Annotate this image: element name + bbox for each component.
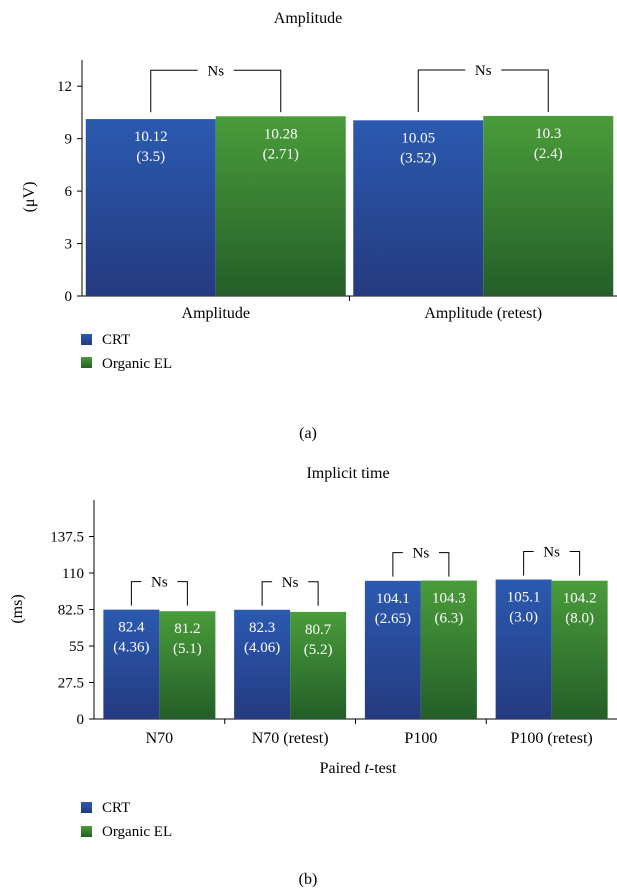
legend-label-organic-el: Organic EL [102, 824, 172, 840]
data-label: 10.05 [401, 130, 435, 146]
significance-bracket [392, 552, 403, 577]
data-label: 10.3 [535, 126, 561, 142]
bar-crt [85, 119, 216, 297]
significance-bracket [501, 69, 549, 112]
significance-bracket [150, 69, 198, 113]
y-tick-label: 110 [62, 566, 84, 582]
sd-label: (3.0) [509, 610, 538, 626]
bar-crt [103, 609, 160, 719]
y-axis-label: (ms) [9, 594, 26, 623]
bar-organic-el [483, 115, 614, 297]
significance-label: Ns [151, 575, 168, 591]
bar-organic-el [159, 611, 216, 719]
sd-label: (2.71) [263, 146, 299, 162]
bar-crt [495, 579, 552, 719]
data-label: 10.28 [264, 126, 298, 142]
bar-group: 82.4 (4.36) 81.2 (5.1) 82.3 (4.06) 80.7 (5.2) 10… [103, 579, 608, 719]
chart-title: Implicit time [306, 465, 389, 482]
bar-crt [364, 580, 421, 719]
sd-label: (4.06) [244, 640, 280, 656]
y-tick-label: 27.5 [58, 676, 84, 692]
chart-title: Amplitude [274, 10, 342, 27]
panel-label: (b) [299, 871, 318, 888]
x-axis: Amplitude Amplitude (retest) [182, 296, 542, 322]
significance-bracket [569, 551, 581, 576]
significance-bracket [308, 581, 319, 606]
legend: CRT Organic EL [81, 332, 172, 372]
significance-brackets: Ns Ns Ns Ns [130, 545, 581, 606]
y-tick-label: 3 [65, 237, 73, 253]
significance-label: Ns [207, 63, 224, 79]
bar-organic-el [215, 116, 346, 296]
bar-organic-el [290, 611, 347, 719]
significance-bracket [523, 551, 534, 576]
x-tick-label: N70 [146, 730, 174, 747]
data-label: 104.2 [563, 591, 597, 607]
data-label: 81.2 [174, 621, 200, 637]
x-axis-label: Paired t-test [320, 760, 397, 777]
y-tick-label: 0 [77, 712, 85, 728]
significance-bracket [130, 581, 142, 606]
bar-crt [353, 120, 484, 296]
significance-bracket [177, 581, 188, 606]
legend-swatch-organic-el [81, 357, 92, 368]
bar-crt [234, 609, 291, 719]
legend: CRT Organic EL [81, 800, 172, 840]
significance-brackets: Ns Ns [150, 63, 549, 113]
sd-label: (5.1) [173, 641, 202, 657]
bar-group: 10.12 (3.5) 10.28 (2.71) 10.05 (3.52) 10.3 (2.4… [85, 115, 614, 297]
y-tick-label: 137.5 [50, 530, 84, 546]
significance-bracket [417, 69, 466, 112]
implicit-time-chart: Implicit time (ms) 0 27.5 55 82.5 110 137.5 8… [9, 465, 617, 888]
data-label: 82.4 [118, 620, 145, 636]
x-tick-label: P100 [404, 730, 437, 747]
significance-bracket [261, 581, 273, 606]
sd-label: (2.4) [534, 146, 563, 162]
data-label: 80.7 [305, 622, 332, 638]
bar-organic-el [420, 580, 477, 719]
x-tick-label: N70 (retest) [252, 730, 329, 747]
amplitude-chart: Amplitude (μV) 0 3 6 9 12 10.12 (3.5) 10.28 (2.… [21, 10, 617, 442]
y-tick-label: 55 [69, 639, 84, 655]
significance-label: Ns [543, 545, 560, 561]
x-tick-label: P100 (retest) [511, 730, 593, 747]
legend-label-organic-el: Organic EL [102, 356, 172, 372]
sd-label: (3.52) [400, 150, 436, 166]
sd-label: (4.36) [113, 640, 149, 656]
panel-label: (a) [299, 425, 317, 442]
y-tick-label: 9 [65, 132, 73, 148]
x-axis: N70 N70 (retest) P100 P100 (retest) [146, 719, 593, 747]
y-tick-label: 6 [65, 184, 73, 200]
bar-organic-el [551, 580, 608, 719]
data-label: 104.1 [376, 591, 410, 607]
legend-swatch-crt [81, 802, 92, 813]
significance-bracket [438, 552, 450, 577]
significance-label: Ns [282, 575, 299, 591]
legend-swatch-organic-el [81, 826, 92, 837]
sd-label: (5.2) [304, 642, 333, 658]
legend-label-crt: CRT [102, 800, 130, 816]
legend-label-crt: CRT [102, 332, 130, 348]
sd-label: (3.5) [136, 149, 165, 165]
sd-label: (2.65) [375, 611, 411, 627]
y-tick-label: 12 [57, 79, 72, 95]
data-label: 105.1 [507, 590, 541, 606]
x-tick-label: Amplitude (retest) [424, 305, 542, 322]
data-label: 104.3 [432, 591, 466, 607]
data-label: 10.12 [134, 129, 168, 145]
x-tick-label: Amplitude [182, 305, 250, 322]
significance-label: Ns [475, 63, 492, 79]
sd-label: (8.0) [565, 611, 594, 627]
y-tick-label: 82.5 [58, 603, 84, 619]
data-label: 82.3 [249, 620, 275, 636]
legend-swatch-crt [81, 334, 92, 345]
y-axis-label: (μV) [21, 182, 38, 213]
significance-bracket [233, 69, 282, 113]
y-tick-label: 0 [65, 289, 73, 305]
sd-label: (6.3) [435, 611, 464, 627]
significance-label: Ns [413, 546, 430, 562]
